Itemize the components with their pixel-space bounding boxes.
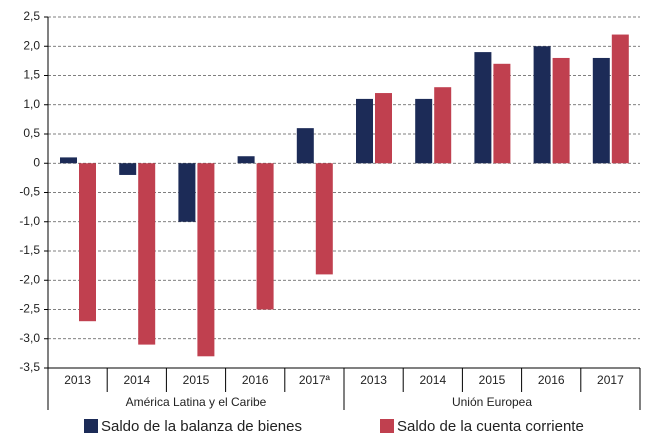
x-tick-label: 2017ª	[299, 373, 331, 387]
x-tick-label: 2016	[538, 373, 565, 387]
bar	[415, 98, 433, 164]
bar	[375, 93, 392, 164]
bar	[138, 163, 156, 345]
y-tick-label: -0,5	[19, 185, 40, 199]
bar	[434, 87, 452, 164]
y-tick-label: 0,5	[23, 126, 40, 140]
legend-swatch	[380, 419, 394, 433]
x-tick-label: 2014	[419, 373, 446, 387]
y-tick-label: 2,5	[23, 9, 40, 23]
bar	[119, 163, 137, 175]
bar	[592, 57, 610, 164]
legend-swatch	[84, 419, 98, 433]
y-tick-label: -3,5	[19, 360, 40, 374]
group-label: América Latina y el Caribe	[126, 395, 267, 409]
y-tick-label: -1,5	[19, 243, 40, 257]
x-tick-label: 2014	[123, 373, 150, 387]
bar	[237, 156, 255, 164]
x-tick-label: 2015	[479, 373, 506, 387]
legend-label: Saldo de la balanza de bienes	[101, 418, 302, 435]
bar	[533, 46, 551, 164]
bar	[474, 52, 492, 164]
y-tick-label: -1,0	[19, 214, 40, 228]
x-tick-label: 2016	[242, 373, 269, 387]
bar	[611, 34, 629, 164]
legend-label: Saldo de la cuenta corriente	[397, 418, 584, 435]
bar	[256, 163, 274, 310]
bar	[60, 157, 77, 164]
bar	[79, 163, 96, 322]
x-tick-label: 2013	[360, 373, 387, 387]
y-tick-label: 1,5	[23, 68, 40, 82]
y-tick-label: -3,0	[19, 331, 40, 345]
bar	[493, 63, 511, 164]
x-tick-label: 2015	[183, 373, 210, 387]
x-tick-label: 2013	[64, 373, 91, 387]
y-tick-label: -2,0	[19, 272, 40, 286]
bar	[296, 128, 314, 164]
group-label: Unión Europea	[452, 395, 532, 409]
x-tick-label: 2017	[597, 373, 624, 387]
bar	[197, 163, 215, 357]
y-tick-label: 1,0	[23, 97, 40, 111]
y-tick-label: 2,0	[23, 38, 40, 52]
bar	[552, 57, 570, 164]
bar	[315, 163, 333, 275]
bar	[178, 163, 196, 222]
y-tick-label: 0	[33, 155, 40, 169]
y-tick-label: -2,5	[19, 302, 40, 316]
bar	[356, 98, 373, 164]
